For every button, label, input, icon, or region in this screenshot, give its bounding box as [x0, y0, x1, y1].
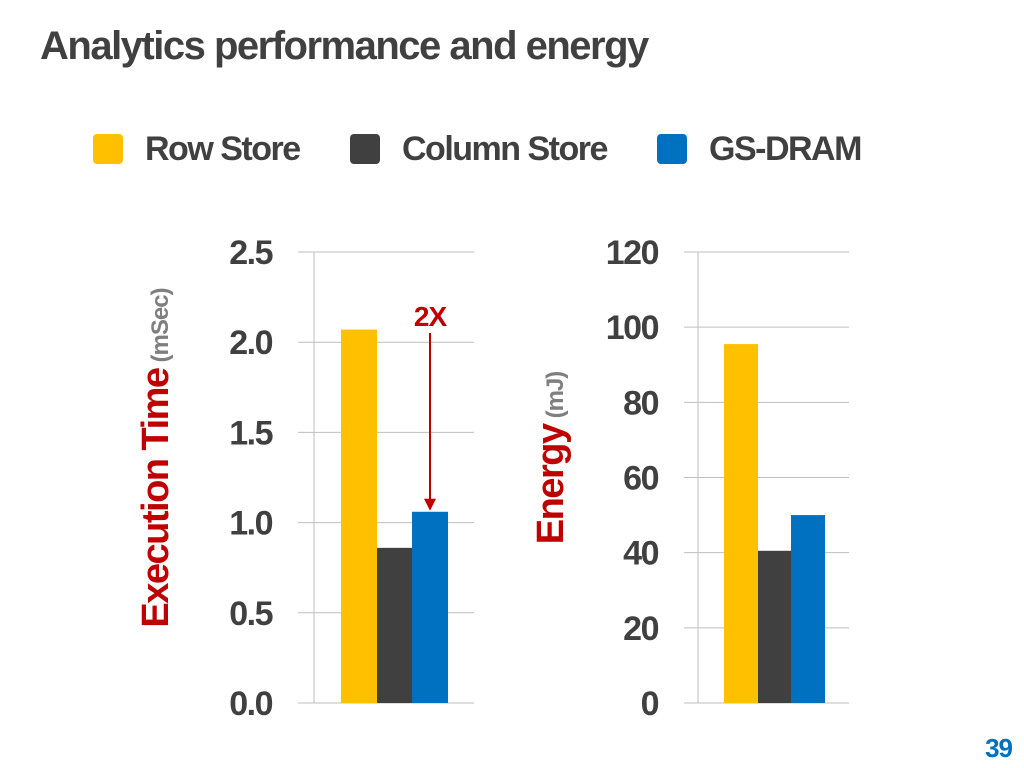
y-tick-label-1-4: 80 — [623, 384, 658, 422]
y-tick-label-1-5: 100 — [606, 309, 659, 347]
y-tick-label-1-2: 40 — [623, 535, 658, 573]
annotation-label: 2X — [414, 301, 448, 332]
legend-swatch-row-store — [93, 134, 123, 164]
y-tick-label-0-1: 0.5 — [229, 595, 272, 633]
bar-1-column-store — [758, 550, 792, 703]
y-tick-label-1-0: 0 — [641, 685, 659, 723]
y-tick-label-0-3: 1.5 — [229, 414, 272, 452]
y-axis-label-1: Energy (mJ) — [530, 372, 572, 545]
bar-1-row-store — [724, 344, 758, 703]
bar-0-column-store — [377, 547, 413, 703]
y-tick-label-0-0: 0.0 — [229, 685, 272, 723]
y-tick-label-0-4: 2.0 — [229, 324, 272, 362]
slide-title: Analytics performance and energy — [40, 24, 649, 68]
y-tick-label-1-6: 120 — [606, 234, 659, 272]
chart-legend: Row Store Column Store GS-DRAM — [0, 126, 1024, 172]
bar-0-row-store — [341, 329, 377, 703]
legend-label-row-store: Row Store — [145, 129, 301, 168]
legend-item-row-store: Row Store — [93, 126, 301, 172]
y-axis-label-text-1: Energy — [530, 423, 572, 544]
y-axis-label-text-0: Execution Time — [135, 368, 177, 628]
y-tick-label-1-3: 60 — [623, 460, 658, 498]
y-tick-label-0-2: 1.0 — [229, 505, 272, 543]
legend-label-column-store: Column Store — [402, 129, 608, 168]
y-tick-label-0-5: 2.5 — [229, 234, 272, 272]
bar-1-gs-dram — [791, 515, 825, 703]
legend-item-column-store: Column Store — [350, 126, 608, 172]
y-axis-unit-0: (mSec) — [147, 288, 174, 362]
annotation-arrow-head — [424, 498, 436, 511]
y-axis-label-0: Execution Time (mSec) — [135, 288, 177, 627]
legend-swatch-column-store — [350, 134, 380, 164]
legend-label-gs-dram: GS-DRAM — [709, 129, 862, 168]
legend-swatch-gs-dram — [657, 134, 687, 164]
legend-item-gs-dram: GS-DRAM — [657, 126, 862, 172]
y-tick-label-1-1: 20 — [623, 610, 658, 648]
bar-0-gs-dram — [412, 511, 448, 703]
y-axis-unit-1: (mJ) — [542, 372, 569, 419]
page-number: 39 — [985, 733, 1013, 763]
